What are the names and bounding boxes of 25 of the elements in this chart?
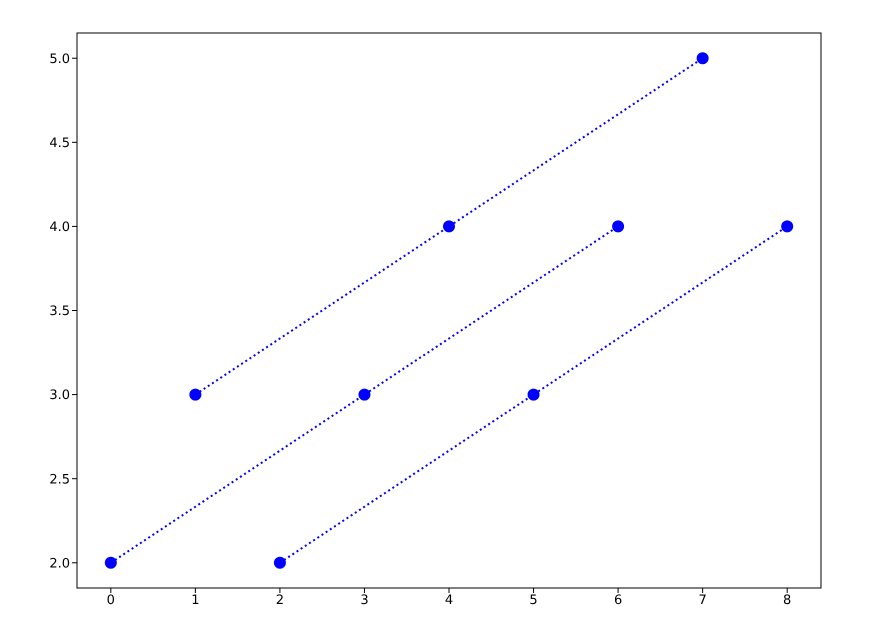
point (274, 556, 286, 569)
point (358, 388, 370, 401)
y-tick-label: 3.0 (49, 388, 70, 404)
x-tick-label: 3 (360, 593, 369, 608)
point (443, 220, 455, 232)
y-tick-label: 3.5 (49, 304, 70, 320)
point (696, 52, 709, 64)
y-tick-label: 4.0 (49, 220, 70, 236)
point (189, 388, 202, 401)
y-tick-label: 5.0 (49, 52, 70, 67)
x-tick-label: 5 (529, 593, 538, 608)
y-tick-label: 2.5 (49, 472, 70, 488)
point (528, 388, 540, 401)
x-tick-label: 0 (106, 593, 115, 608)
x-tick-label: 7 (698, 593, 707, 608)
point (612, 220, 624, 232)
x-tick-label: 1 (191, 593, 200, 608)
point (781, 220, 794, 232)
point (104, 556, 117, 569)
x-tick-label: 8 (783, 593, 792, 608)
y-tick-label: 2.0 (49, 556, 70, 572)
y-tick-label: 4.5 (49, 136, 70, 151)
x-tick-label: 2 (276, 593, 284, 608)
x-tick-label: 6 (614, 593, 622, 608)
x-tick-label: 4 (444, 593, 454, 608)
